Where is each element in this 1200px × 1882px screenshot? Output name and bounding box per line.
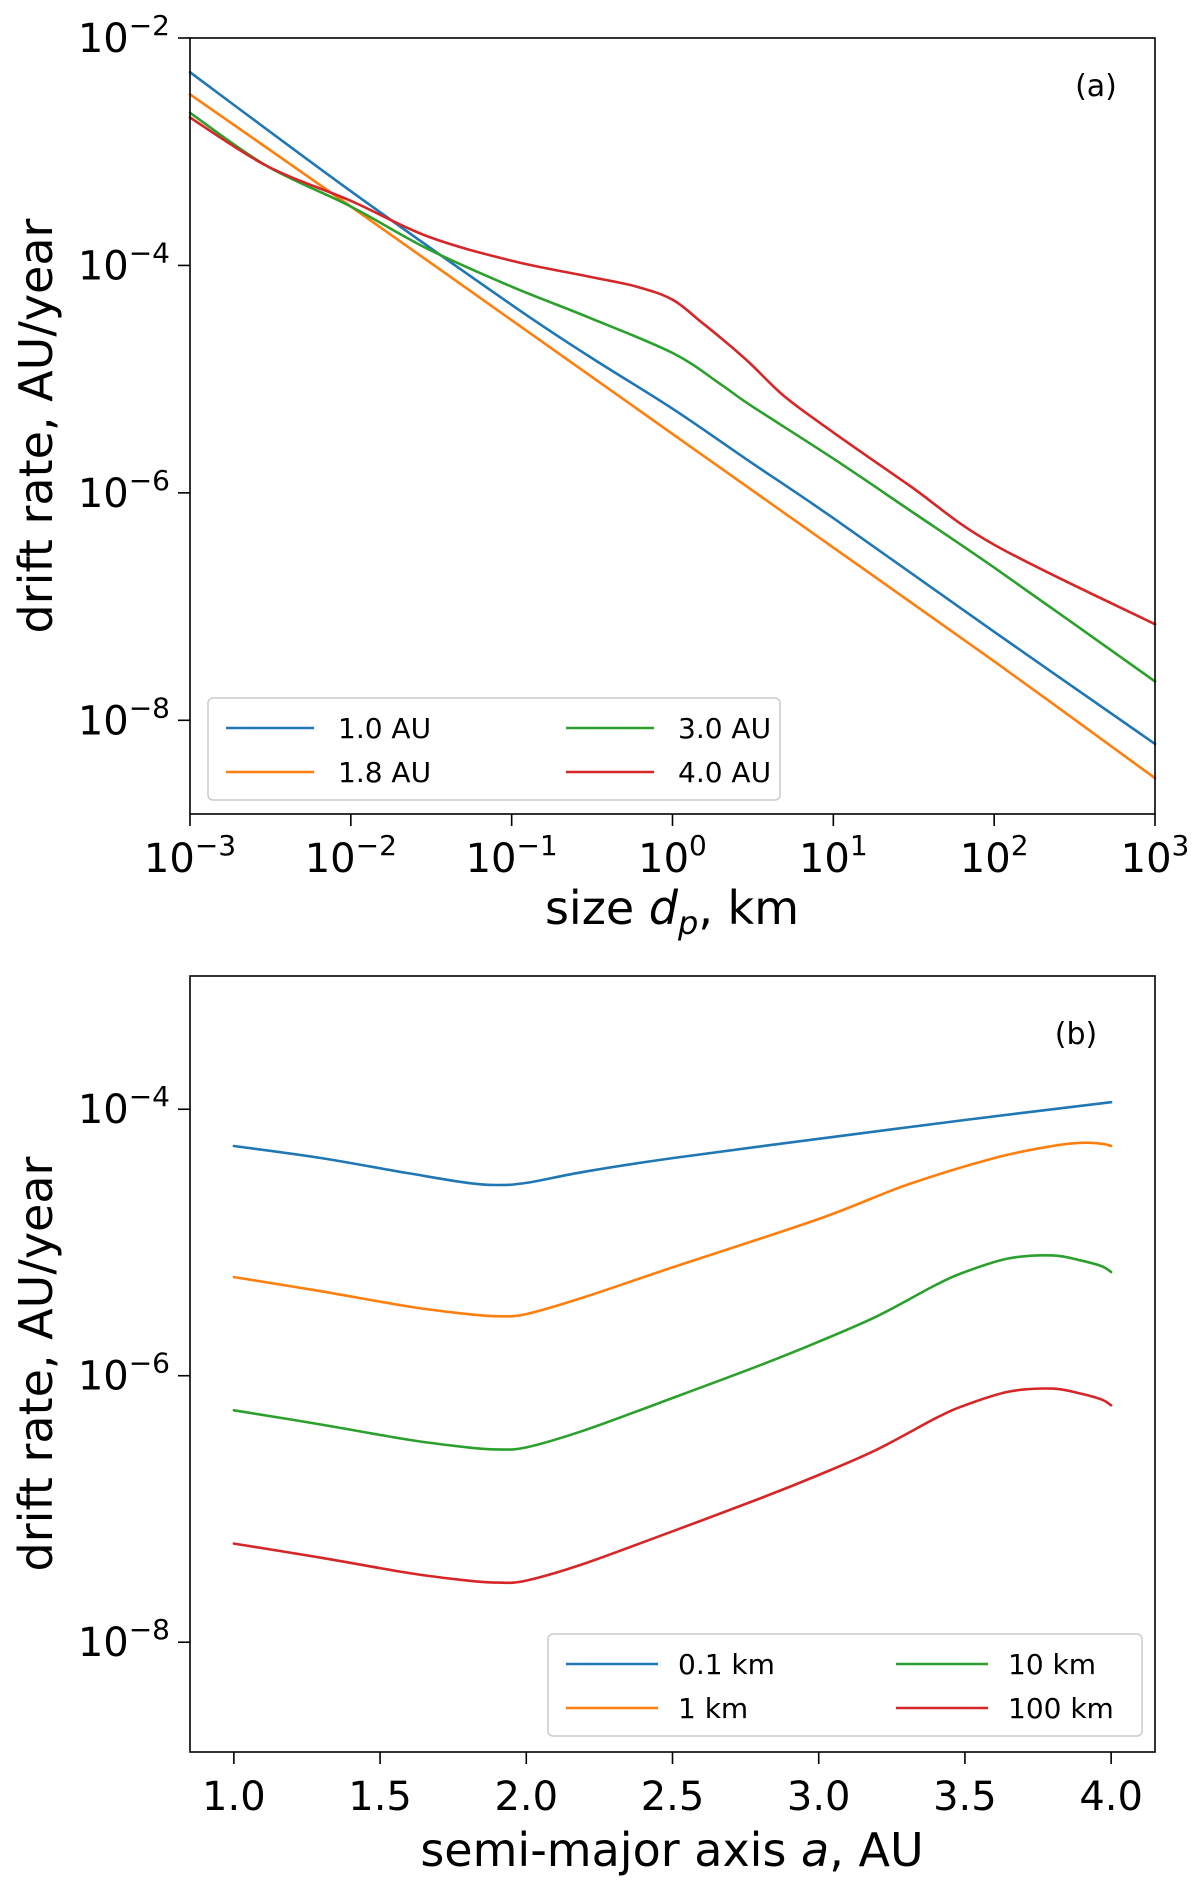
panel-b-xlabel-prefix: semi-major axis [420,1823,801,1877]
panel-b-label: (b) [1055,1017,1097,1052]
x-tick-label: 10−1 [466,829,558,882]
legend-entry-label: 1.0 AU [338,712,431,745]
tick-exponent: −6 [129,1347,170,1380]
x-tick-label: 102 [960,829,1029,882]
panel-b-xlabel-var: a [801,1823,829,1877]
legend-entry-label: 1 km [678,1692,748,1725]
series-line-10-km [232,1253,1113,1451]
y-tick-label: 10−8 [78,691,170,744]
series-line-100-km [232,1387,1113,1585]
panel-a-ylabel: drift rate, AU/year [9,218,63,633]
series-line-3-0-au [188,111,1157,683]
series-line-4-0-au [188,116,1157,626]
panel-a-xlabel-suffix: , km [698,881,799,935]
panel-b-ticks: 1.0 1.5 2.0 2.5 3.0 3.5 4.010−810−610−4 [78,1080,1143,1820]
panel-b-series [232,1100,1113,1585]
panel-a-chart: 10−3 10−2 10−1 100 101 102 10310−810−610−410−2… [9,9,1189,942]
tick-exponent: −4 [129,236,170,269]
tick-base: 10 [799,836,850,882]
y-tick-label: 10−4 [78,236,170,289]
tick-base: 10 [78,1354,129,1400]
x-tick-label: 100 [638,829,707,882]
y-tick-label: 10−6 [78,1347,170,1400]
series-line-1-8-au [188,93,1157,780]
tick-exponent: −8 [129,1613,170,1646]
panel-b-xlabel: semi-major axis a, AU [420,1823,923,1877]
tick-base: 10 [78,1087,129,1133]
x-tick-label: 2.5 [641,1774,705,1820]
tick-exponent: −2 [129,9,170,42]
tick-exponent: −6 [129,464,170,497]
panel-b-chart: 1.0 1.5 2.0 2.5 3.0 3.5 4.010−810−610−4 (b) se… [9,975,1156,1877]
x-tick-label: 101 [799,829,868,882]
tick-exponent: −1 [516,829,557,862]
y-tick-label: 10−8 [78,1613,170,1666]
x-tick-label: 1.5 [348,1774,412,1820]
x-tick-label: 3.5 [933,1774,997,1820]
panel-b-ylabel: drift rate, AU/year [9,1156,63,1571]
tick-exponent: 3 [1172,829,1190,862]
x-tick-label: 3.0 [787,1774,851,1820]
tick-exponent: −3 [195,829,236,862]
panel-b-legend-box [547,1633,1143,1737]
x-tick-label: 2.0 [494,1774,558,1820]
y-tick-label: 10−4 [78,1080,170,1133]
tick-base: 10 [144,836,195,882]
legend-entry-label: 100 km [1008,1692,1114,1725]
tick-exponent: 2 [1011,829,1029,862]
x-tick-label: 4.0 [1079,1774,1143,1820]
tick-base: 10 [466,836,517,882]
tick-exponent: 0 [689,829,707,862]
tick-base: 10 [78,16,129,62]
tick-exponent: −8 [129,691,170,724]
panel-a-xlabel-sub: p [677,904,698,942]
panel-a-label: (a) [1075,69,1117,104]
tick-exponent: 1 [850,829,868,862]
panel-a-series [188,70,1157,780]
panel-a-xlabel-var: d [649,881,679,935]
x-tick-label: 103 [1121,829,1190,882]
legend-entry-label: 4.0 AU [678,756,771,789]
tick-base: 10 [78,1620,129,1666]
legend-entry-label: 0.1 km [678,1648,775,1681]
tick-base: 10 [78,243,129,289]
legend-entry-label: 10 km [1008,1648,1096,1681]
series-line-1-0-au [188,70,1157,746]
legend-entry-label: 3.0 AU [678,712,771,745]
x-tick-label: 10−3 [144,829,236,882]
panel-b-legend: 0.1 km 1 km 10 km 100 km [547,1633,1143,1737]
tick-base: 10 [305,836,356,882]
tick-base: 10 [78,471,129,517]
tick-base: 10 [960,836,1011,882]
panel-a-legend: 1.0 AU 1.8 AU 3.0 AU 4.0 AU [207,697,781,801]
tick-base: 10 [638,836,689,882]
x-tick-label: 10−2 [305,829,397,882]
panel-b-xlabel-suffix: , AU [829,1823,923,1877]
tick-exponent: −2 [356,829,397,862]
panel-a-legend-box [207,697,781,801]
tick-base: 10 [1121,836,1172,882]
series-line-1-km [232,1141,1113,1318]
series-line-0-1-km [232,1100,1113,1187]
y-tick-label: 10−6 [78,464,170,517]
y-tick-label: 10−2 [78,9,170,62]
x-tick-label: 1.0 [202,1774,266,1820]
tick-base: 10 [78,698,129,744]
tick-exponent: −4 [129,1080,170,1113]
panel-a-xlabel-prefix: size [545,881,649,935]
legend-entry-label: 1.8 AU [338,756,431,789]
panel-a-xlabel: size dp, km [545,881,799,942]
